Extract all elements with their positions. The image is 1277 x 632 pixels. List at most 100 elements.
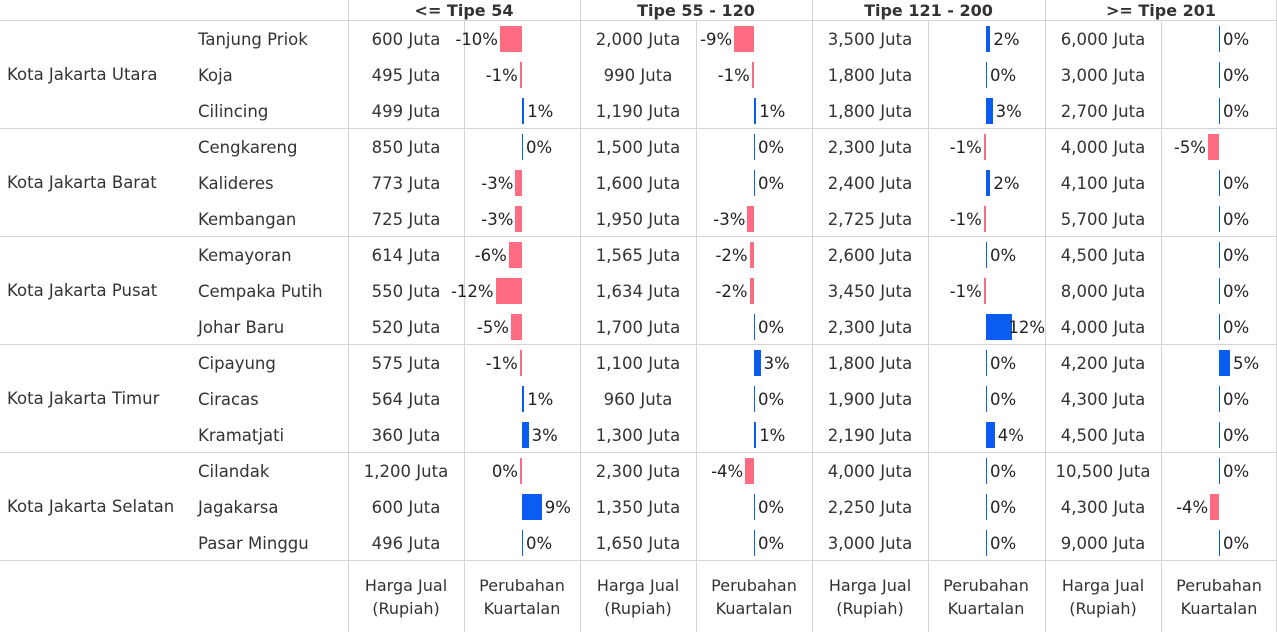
change-label: 0% [526, 138, 553, 157]
negative-change-bar [515, 206, 522, 232]
region-divider [0, 128, 1277, 129]
change-label: 0% [758, 498, 785, 517]
positive-change-bar [986, 530, 987, 556]
price-value: 1,800 Juta [827, 66, 913, 85]
negative-change-bar [1210, 494, 1219, 520]
change-label: 3% [531, 426, 558, 445]
positive-change-bar [754, 134, 755, 160]
district-name: Cempaka Putih [198, 282, 323, 301]
change-label: 0% [1223, 462, 1250, 481]
price-value: 1,190 Juta [595, 102, 681, 121]
positive-change-bar [522, 494, 542, 520]
change-label: 3% [763, 354, 790, 373]
price-value: 2,250 Juta [827, 498, 913, 517]
negative-change-bar [983, 134, 986, 160]
change-label: 0% [758, 390, 785, 409]
group-divider [812, 0, 813, 632]
negative-change-bar [983, 206, 986, 232]
header-divider [0, 20, 1277, 21]
positive-change-bar [986, 350, 987, 376]
positive-change-bar [522, 134, 523, 160]
cell-divider [464, 21, 465, 632]
change-label: 0% [526, 534, 553, 553]
price-value: 4,000 Juta [1060, 318, 1146, 337]
change-label: 0% [1223, 210, 1250, 229]
price-value: 2,725 Juta [827, 210, 913, 229]
negative-change-bar [495, 278, 522, 304]
positive-change-bar [986, 494, 987, 520]
positive-change-bar [986, 314, 1013, 340]
positive-change-bar [986, 62, 987, 88]
cell-divider [928, 21, 929, 632]
price-value: 960 Juta [603, 390, 673, 409]
price-value: 1,500 Juta [595, 138, 681, 157]
negative-change-bar [515, 170, 522, 196]
change-label: -1% [949, 138, 982, 157]
price-value: 4,200 Juta [1060, 354, 1146, 373]
price-value: 1,700 Juta [595, 318, 681, 337]
district-name: Kembangan [198, 210, 297, 229]
price-value: 1,900 Juta [827, 390, 913, 409]
change-label: -9% [700, 30, 733, 49]
change-label: -3% [713, 210, 746, 229]
price-value: 725 Juta [371, 210, 441, 229]
change-label: 0% [990, 534, 1017, 553]
positive-change-bar [754, 386, 755, 412]
change-label: -6% [474, 246, 507, 265]
price-value: 499 Juta [371, 102, 441, 121]
positive-change-bar [1219, 350, 1230, 376]
change-label: -10% [455, 30, 498, 49]
change-label: 1% [759, 426, 786, 445]
change-label: -5% [1173, 138, 1206, 157]
footer-price-label: Harga Jual (Rupiah) [1061, 576, 1145, 618]
positive-change-bar [754, 98, 757, 124]
price-value: 990 Juta [603, 66, 673, 85]
change-label: 0% [1223, 102, 1250, 121]
region-label: Kota Jakarta Pusat [7, 237, 192, 345]
change-label: 0% [758, 318, 785, 337]
negative-change-bar [500, 26, 522, 52]
cell-divider [696, 21, 697, 632]
district-name: Jagakarsa [198, 498, 279, 517]
positive-change-bar [1219, 278, 1220, 304]
positive-change-bar [1219, 314, 1220, 340]
district-name: Tanjung Priok [198, 30, 308, 49]
change-label: 4% [997, 426, 1024, 445]
positive-change-bar [522, 386, 525, 412]
district-name: Cilandak [198, 462, 270, 481]
price-value: 3,000 Juta [1060, 66, 1146, 85]
price-value: 773 Juta [371, 174, 441, 193]
positive-change-bar [754, 314, 755, 340]
price-value: 2,300 Juta [595, 462, 681, 481]
region-label: Kota Jakarta Utara [7, 21, 192, 129]
positive-change-bar [986, 422, 995, 448]
district-name: Ciracas [198, 390, 259, 409]
negative-change-bar [749, 278, 754, 304]
price-value: 1,200 Juta [363, 462, 449, 481]
region-divider [0, 344, 1277, 345]
negative-change-bar [520, 458, 522, 484]
group-header-2: Tipe 121 - 200 [864, 1, 993, 20]
footer-change-label: Perubahan Kuartalan [1176, 576, 1262, 618]
region-divider [0, 560, 1277, 561]
price-value: 564 Juta [371, 390, 441, 409]
change-label: 0% [1223, 246, 1250, 265]
change-label: 0% [491, 462, 518, 481]
negative-change-bar [749, 242, 754, 268]
change-label: 0% [1223, 30, 1250, 49]
change-label: 0% [758, 138, 785, 157]
price-value: 2,190 Juta [827, 426, 913, 445]
negative-change-bar [747, 206, 754, 232]
district-name: Cengkareng [198, 138, 298, 157]
region-label: Kota Jakarta Barat [7, 129, 192, 237]
region-name: Kota Jakarta Barat [7, 173, 157, 192]
price-value: 614 Juta [371, 246, 441, 265]
price-value: 4,500 Juta [1060, 246, 1146, 265]
negative-change-bar [734, 26, 754, 52]
change-label: -4% [1176, 498, 1209, 517]
price-value: 2,000 Juta [595, 30, 681, 49]
group-divider [1045, 0, 1046, 632]
cell-divider [1161, 21, 1162, 632]
change-label: 0% [1223, 426, 1250, 445]
